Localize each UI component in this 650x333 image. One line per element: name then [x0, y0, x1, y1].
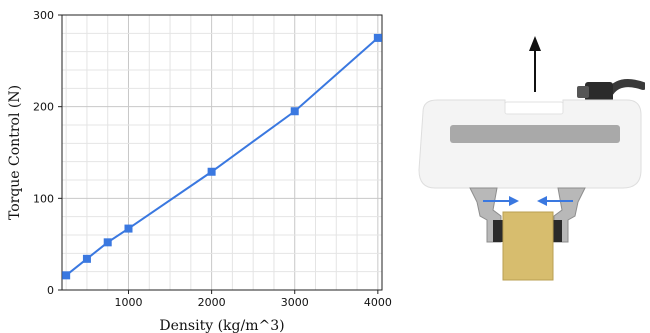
y-tick-label: 200 — [33, 101, 54, 114]
data-point — [290, 107, 299, 116]
x-axis-title: Density (kg/m^3) — [159, 318, 284, 333]
x-tick-label: 3000 — [281, 296, 309, 309]
sensor-window — [450, 125, 620, 143]
data-point — [103, 238, 112, 247]
plot-area-frame — [61, 14, 383, 291]
chart-grid — [62, 14, 382, 291]
gripper-illustration — [418, 36, 645, 281]
y-tick-label: 100 — [33, 192, 54, 205]
cable-connector — [577, 79, 645, 102]
series-points — [62, 33, 382, 280]
left-finger — [469, 187, 503, 243]
data-point — [62, 271, 71, 280]
data-point — [82, 254, 91, 263]
data-point — [207, 167, 216, 176]
y-tick-label: 0 — [47, 284, 54, 297]
x-tick-label: 1000 — [114, 296, 142, 309]
x-tick-label: 2000 — [198, 296, 226, 309]
data-point — [373, 33, 382, 42]
lift-arrow-icon — [529, 36, 541, 92]
data-point — [124, 224, 133, 233]
y-axis-title: Torque Control (N) — [7, 85, 23, 220]
series-line — [65, 37, 379, 277]
axis-ticks: 1000 2000 3000 4000 0 100 200 300 — [33, 9, 392, 309]
x-tick-label: 4000 — [364, 296, 392, 309]
gripped-block — [502, 211, 554, 281]
right-finger — [552, 187, 586, 243]
gripper-housing — [418, 99, 642, 189]
torque-density-chart: 1000 2000 3000 4000 0 100 200 300 Density (kg/m… — [7, 9, 392, 333]
y-tick-label: 300 — [33, 9, 54, 22]
grip-force-arrows-icon — [483, 196, 573, 206]
